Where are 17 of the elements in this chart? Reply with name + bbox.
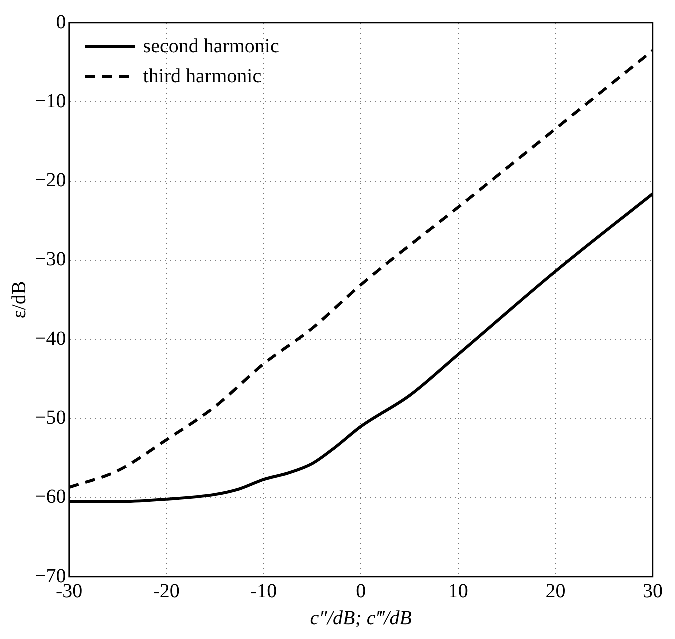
x-tick-label: 30 [643,580,663,602]
y-tick-label: −60 [35,486,66,508]
x-tick-label: 10 [448,580,468,602]
x-tick-label: -10 [250,580,278,602]
y-tick-label: −30 [35,248,66,271]
x-axis-title: c″/dB; c‴/dB [310,607,412,630]
legend-label: second harmonic [143,35,280,58]
legend-label: third harmonic [143,65,262,88]
x-tick-label: -20 [153,580,180,602]
y-tick-label: 0 [56,11,66,34]
y-tick-label: −10 [35,90,66,112]
y-tick-label: −50 [35,406,66,429]
x-tick-label: 0 [356,580,366,602]
y-tick-label: −40 [35,328,66,350]
x-tick-label: 20 [546,580,566,602]
y-axis-title: ε/dB [8,281,30,319]
y-tick-label: −20 [35,170,66,192]
